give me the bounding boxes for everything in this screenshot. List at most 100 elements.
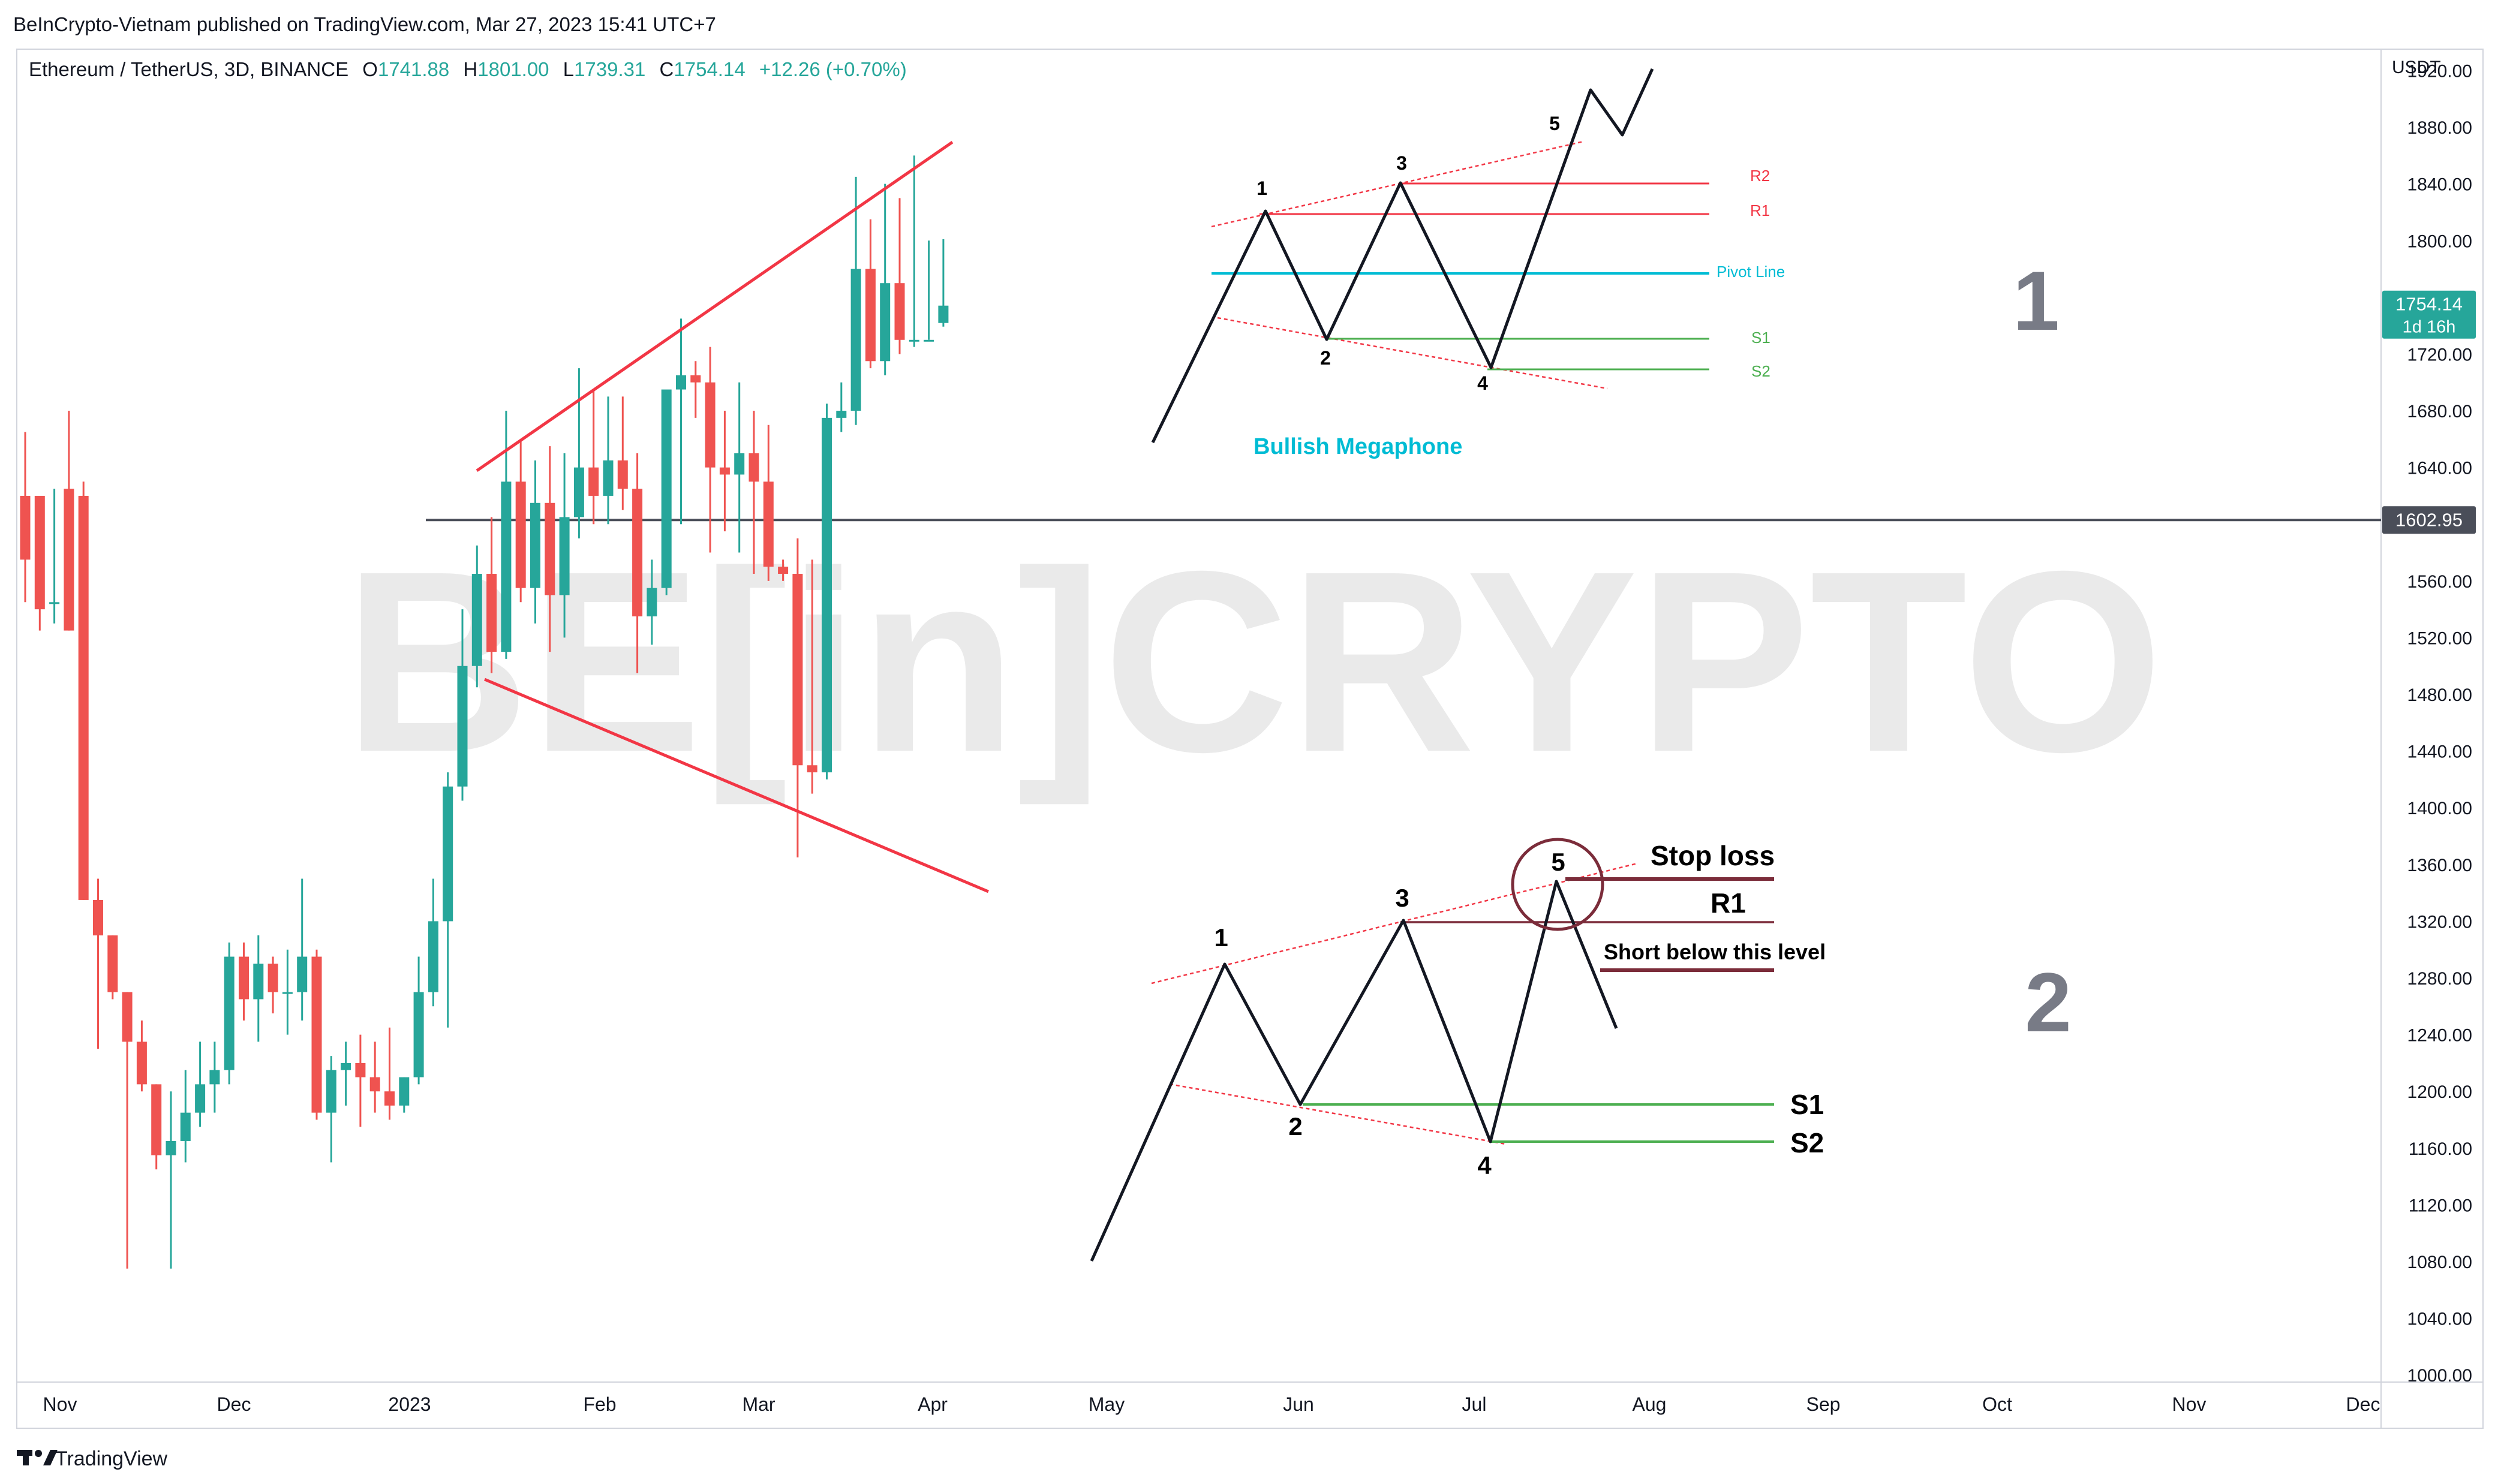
candle-body [166,1140,176,1155]
y-tick-label: 1480.00 [2407,685,2472,705]
candle [355,1034,366,1127]
bottom-lower-dotted [1169,1083,1506,1145]
candle [413,956,424,1085]
y-tick-label: 1040.00 [2407,1310,2472,1329]
y-tick-label: 1120.00 [2409,1196,2472,1215]
candle-body [617,460,628,489]
candle [471,545,482,688]
x-tick-label: Dec [217,1393,251,1415]
price-label-countdown: 1d 16h [2403,318,2456,337]
candle [253,935,264,1042]
candle-body [384,1091,395,1106]
megaphone-diagram-top: 1 2 3 4 5 R2 R1 Pivot Line S1 S2 Bullish… [1151,68,2060,459]
candle [880,183,891,375]
upper-trendline [476,140,954,472]
candle-body [822,417,832,773]
lower-trendline [484,678,989,893]
candle [632,453,643,673]
y-tick-label: 1840.00 [2407,175,2472,195]
candle-body [924,339,934,342]
top-r2-label: R2 [1750,167,1770,185]
candle-body [369,1077,380,1092]
top-point-1: 1 [1256,177,1267,199]
price-label-value: 1602.95 [2395,509,2463,530]
candle [267,956,278,1014]
candle-body [690,375,701,383]
symbol-info: Ethereum / TetherUS, 3D, BINANCE O1741.8… [29,58,907,80]
candle [326,1056,336,1163]
x-tick-label: Sep [1806,1393,1841,1415]
candle-body [78,495,89,900]
top-pivot-label: Pivot Line [1717,263,1785,281]
candle [588,389,599,525]
candle-body [428,921,438,992]
bottom-point-3: 3 [1395,884,1409,912]
y-tick-label: 1440.00 [2407,742,2472,762]
candle [180,1070,191,1163]
candle-body [136,1041,147,1085]
candle-body [778,567,789,574]
change-value: +12.26 (+0.70%) [759,58,907,80]
y-tick-label: 1320.00 [2407,912,2472,932]
candle [792,538,803,857]
y-tick-label: 1560.00 [2407,572,2472,592]
candle [93,878,103,1049]
c-label: C [660,58,674,80]
top-lower-dotted [1217,317,1608,390]
candle-body [763,481,774,567]
candle [457,609,468,801]
bottom-point-5: 5 [1551,848,1565,876]
candle-body [719,467,730,475]
candle-body [559,517,570,595]
stoploss-circle [1511,838,1604,931]
candle-body [471,574,482,666]
x-tick-label: May [1089,1393,1125,1415]
candle [705,347,716,553]
bottom-r1-label: R1 [1711,887,1746,919]
candle [545,446,555,652]
candle [676,318,686,525]
x-tick-label: Feb [583,1393,616,1415]
candle [924,240,934,342]
candle [690,361,701,418]
y-tick-label: 1200.00 [2407,1082,2472,1102]
footer-brand: TradingView [17,1447,168,1470]
bottom-panel-number: 2 [2025,955,2072,1049]
top-point-5: 5 [1549,113,1560,134]
low-value: 1739.31 [574,58,645,80]
top-s1-label: S1 [1751,329,1770,347]
y-tick-label: 1360.00 [2407,856,2472,875]
x-tick-label: Oct [1982,1393,2012,1415]
candle-body [209,1070,220,1085]
y-tick-label: 1920.00 [2407,61,2472,81]
candle-body [748,453,759,482]
x-tick-label: 2023 [388,1393,431,1415]
x-tick-label: Dec [2346,1393,2380,1415]
l-label: L [563,58,574,80]
candle [603,396,614,525]
candle-body [530,502,540,588]
candle-body [20,495,31,560]
candle [34,495,45,631]
candle-body [603,460,614,496]
candle [836,382,847,432]
tradingview-logo-icon [17,1450,58,1465]
y-tick-label: 1720.00 [2407,345,2472,365]
candle [617,396,628,510]
bottom-s1-label: S1 [1790,1089,1824,1120]
candle-body [705,382,716,468]
footer-brand-text: TradingView [55,1447,168,1470]
candle-body [64,489,74,631]
candle [384,1027,395,1120]
candle-body [49,602,60,604]
candle-body [282,992,293,994]
candle [865,219,876,369]
candle [78,481,89,900]
candle [778,559,789,581]
y-tick-label: 1240.00 [2407,1026,2472,1046]
top-s2-label: S2 [1751,362,1770,380]
candle-body [501,481,512,652]
y-tick-label: 1280.00 [2407,969,2472,989]
candle-body [938,305,949,323]
